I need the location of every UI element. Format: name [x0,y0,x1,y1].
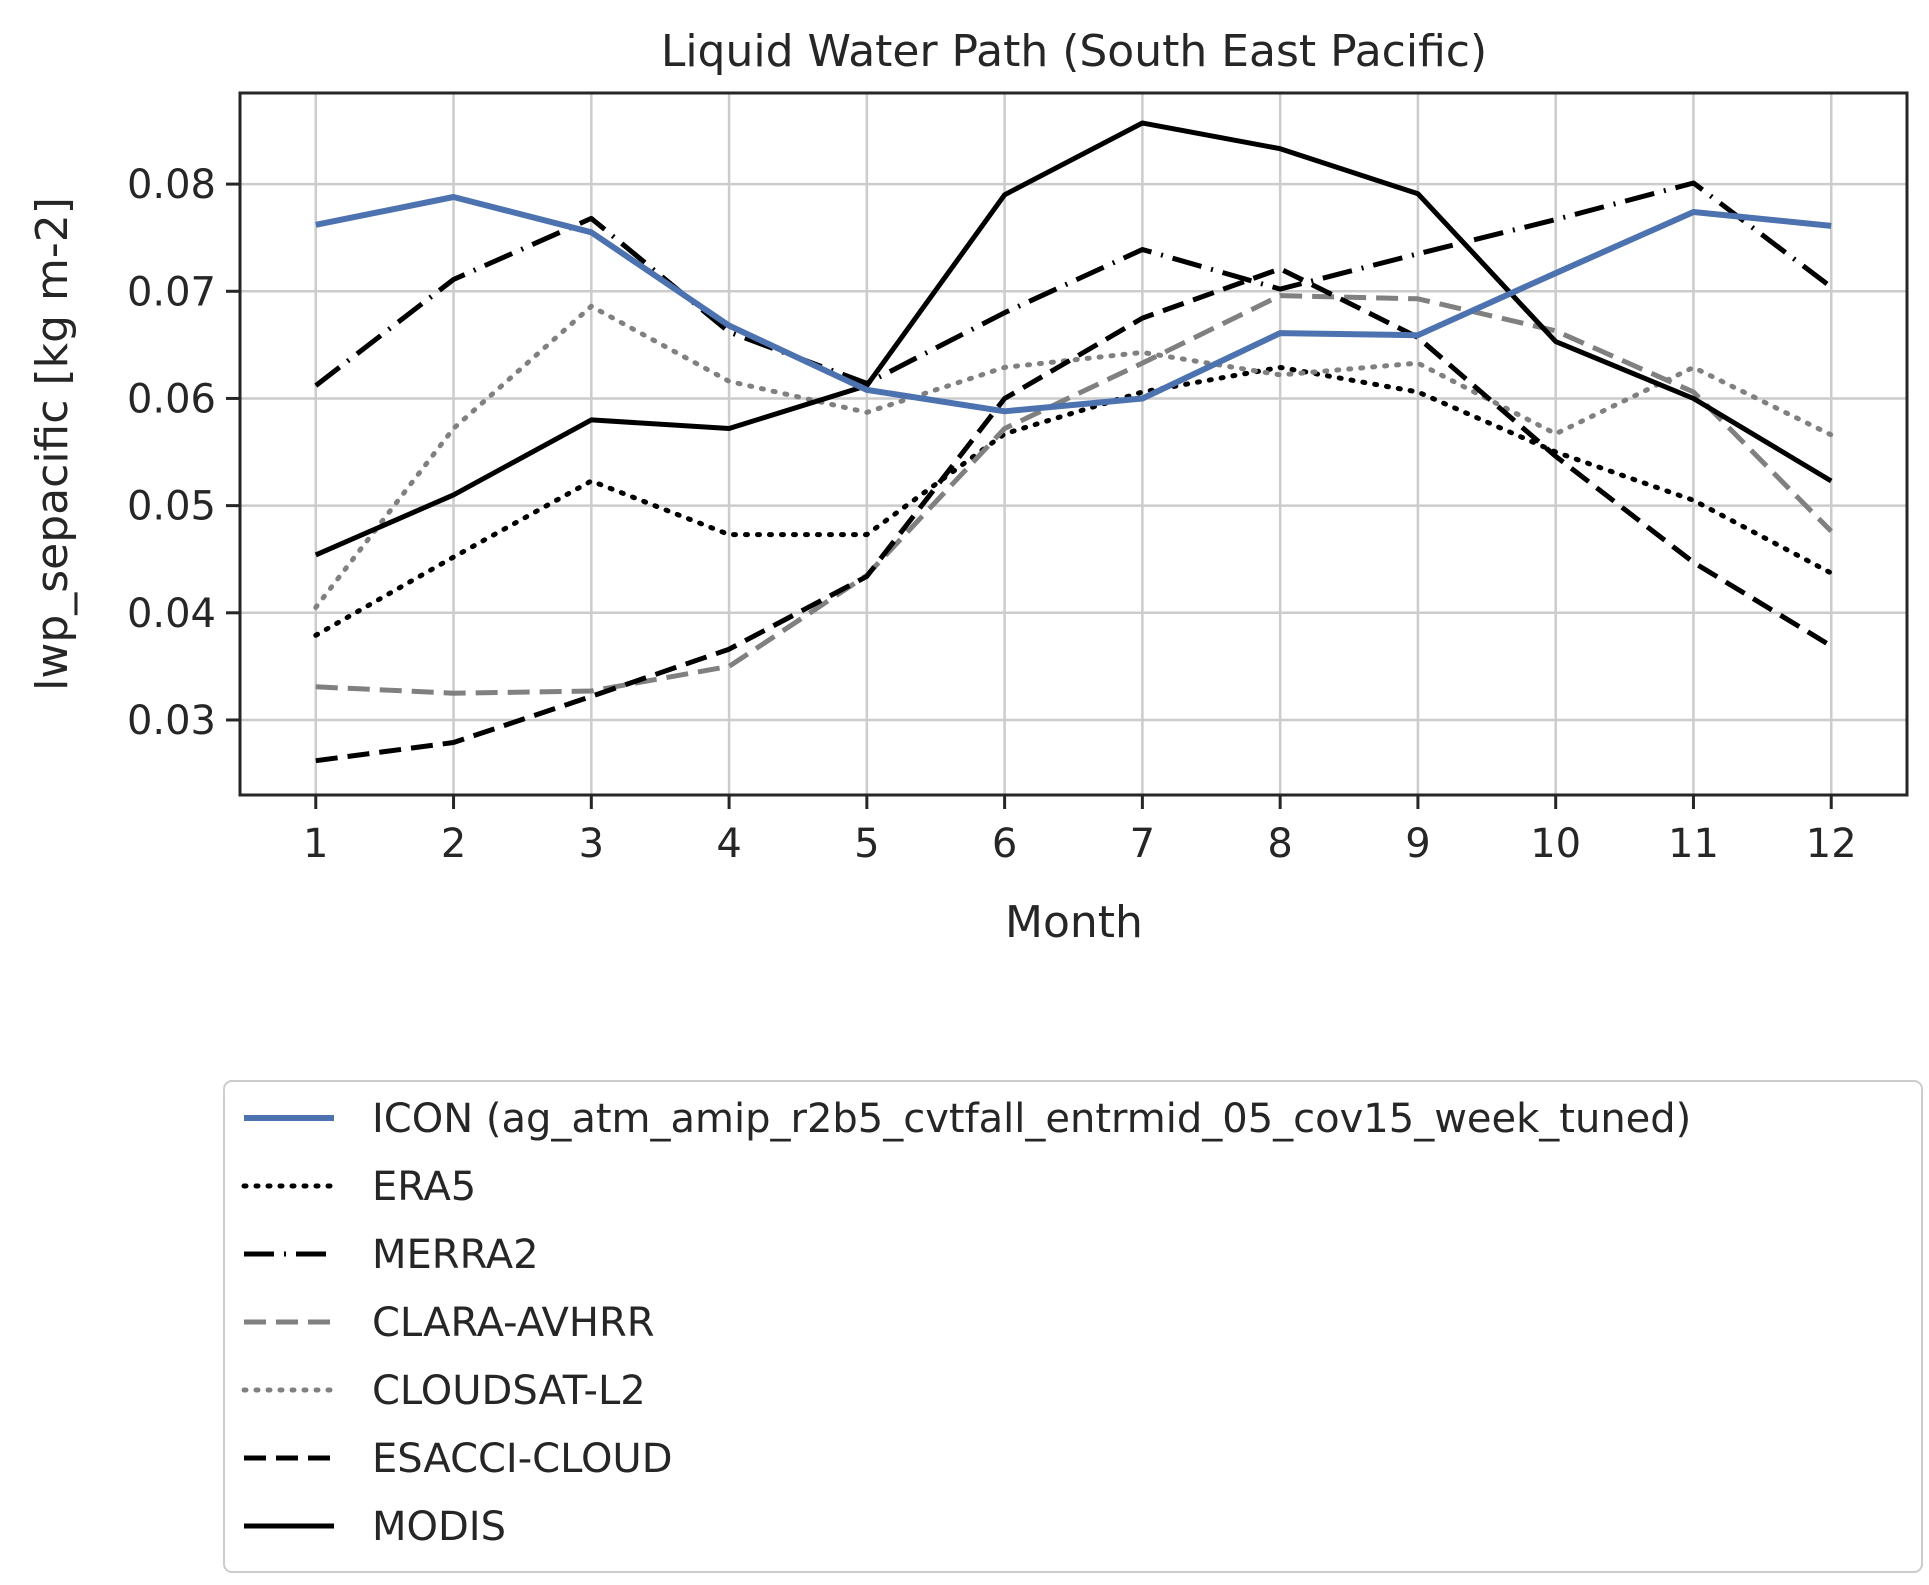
legend-label: CLARA-AVHRR [372,1300,655,1346]
y-tick-label: 0.04 [127,591,216,637]
legend-label: ERA5 [372,1164,476,1210]
chart-title: Liquid Water Path (South East Pacific) [661,26,1487,77]
y-axis-label: lwp_sepacific [kg m-2] [27,197,78,691]
series-lines [313,120,1834,764]
y-tick-label: 0.08 [127,162,216,208]
legend-label: ICON (ag_atm_amip_r2b5_cvtfall_entrmid_0… [372,1096,1691,1142]
x-tick-label: 10 [1530,821,1581,867]
x-tick-label: 12 [1806,821,1857,867]
x-tick-label: 3 [579,821,604,867]
legend-label: ESACCI-CLOUD [372,1436,673,1482]
x-tick-label: 1 [303,821,328,867]
series-line-clara-avhrr [315,293,1833,696]
series-line-esacci-cloud [315,266,1833,764]
legend: ICON (ag_atm_amip_r2b5_cvtfall_entrmid_0… [223,1080,1923,1573]
y-tick-label: 0.03 [127,698,216,744]
x-tick-label: 5 [854,821,879,867]
series-line-era5 [313,364,1834,638]
x-tick-label: 8 [1267,821,1292,867]
x-axis-label: Month [1005,897,1143,948]
x-tick-label: 11 [1668,821,1719,867]
y-tick-label: 0.06 [127,376,216,422]
x-tick-label: 2 [441,821,466,867]
x-tick-label: 7 [1130,821,1155,867]
x-tick-label: 6 [992,821,1017,867]
x-tick-label: 9 [1405,821,1430,867]
series-line-modis [314,120,1833,558]
legend-box [223,1080,1923,1573]
y-axis-ticks: 0.03 0.04 0.05 0.06 0.07 0.08 [127,162,240,744]
grid-lines [240,93,1907,795]
y-tick-label: 0.07 [127,269,216,315]
legend-label: CLOUDSAT-L2 [372,1368,646,1414]
plot-frame [238,91,1909,797]
y-tick-label: 0.05 [127,484,216,530]
series-line-merra2 [314,180,1833,388]
legend-label: MODIS [372,1504,506,1550]
legend-label: MERRA2 [372,1232,539,1278]
x-axis-ticks: 1 2 3 4 5 6 7 8 9 10 11 12 [303,795,1857,867]
series-line-cloudsat-l2 [313,303,1834,610]
x-tick-label: 4 [716,821,741,867]
series-line-icon [315,194,1832,415]
